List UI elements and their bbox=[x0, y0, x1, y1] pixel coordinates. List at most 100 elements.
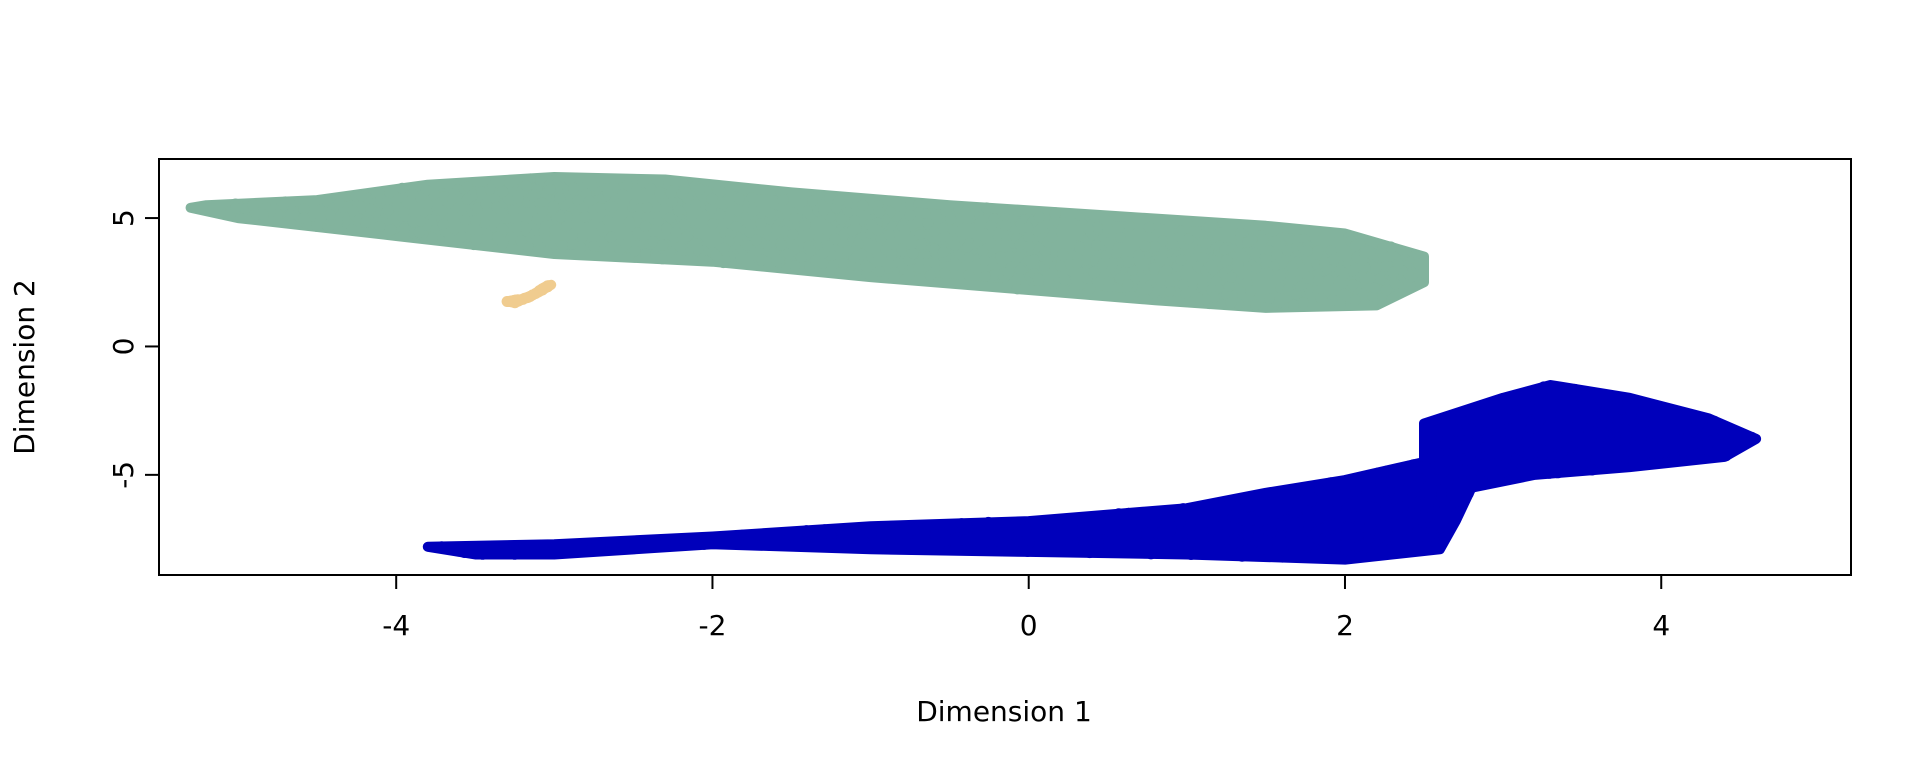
data-point bbox=[1071, 543, 1083, 555]
data-point bbox=[1586, 464, 1598, 476]
data-point bbox=[949, 535, 961, 547]
data-point bbox=[1052, 515, 1064, 527]
data-point bbox=[949, 544, 961, 556]
data-point bbox=[1469, 474, 1481, 486]
data-point bbox=[1277, 544, 1289, 556]
data-point bbox=[1528, 465, 1540, 476]
data-point bbox=[1011, 283, 1023, 295]
data-point bbox=[602, 187, 614, 199]
data-point bbox=[832, 538, 843, 550]
data-point bbox=[1122, 279, 1134, 290]
data-point bbox=[1166, 507, 1178, 519]
data-point bbox=[420, 184, 432, 196]
data-point bbox=[1421, 533, 1433, 545]
data-point bbox=[1660, 433, 1672, 445]
data-point bbox=[1123, 220, 1135, 232]
data-point bbox=[1369, 282, 1381, 294]
data-point bbox=[1227, 535, 1239, 547]
data-point bbox=[856, 248, 868, 260]
data-point bbox=[1281, 245, 1293, 257]
data-point bbox=[1517, 464, 1529, 476]
data-point bbox=[492, 176, 504, 188]
data-point bbox=[1221, 254, 1233, 266]
data-point bbox=[298, 212, 310, 224]
data-point bbox=[482, 229, 494, 241]
data-point bbox=[493, 547, 505, 559]
data-point bbox=[1669, 452, 1681, 463]
data-point bbox=[1580, 390, 1592, 402]
data-point bbox=[765, 207, 777, 219]
data-point bbox=[1596, 418, 1608, 430]
data-point bbox=[862, 262, 874, 273]
data-point bbox=[415, 215, 427, 227]
data-point bbox=[1720, 450, 1732, 462]
data-point bbox=[1103, 536, 1115, 548]
data-point bbox=[632, 227, 644, 239]
data-point bbox=[1516, 396, 1528, 408]
data-point bbox=[1376, 482, 1388, 493]
data-point bbox=[1176, 543, 1188, 555]
data-point bbox=[527, 289, 539, 301]
data-point bbox=[1111, 247, 1122, 259]
data-point bbox=[1080, 254, 1091, 266]
data-point bbox=[849, 215, 861, 227]
data-point bbox=[512, 192, 524, 204]
data-point bbox=[1197, 252, 1209, 264]
data-point bbox=[1250, 299, 1261, 311]
data-point bbox=[384, 187, 396, 199]
data-point bbox=[1296, 550, 1308, 562]
data-point bbox=[1046, 231, 1058, 243]
data-point bbox=[470, 234, 482, 246]
data-point bbox=[476, 186, 487, 198]
data-point bbox=[912, 537, 924, 549]
data-point bbox=[1493, 450, 1505, 462]
data-point bbox=[1534, 414, 1545, 426]
data-point bbox=[1510, 454, 1522, 465]
data-point bbox=[937, 222, 949, 234]
data-point bbox=[697, 253, 709, 265]
data-point bbox=[1156, 547, 1168, 559]
data-point bbox=[459, 214, 471, 226]
data-point bbox=[1014, 264, 1026, 276]
data-point bbox=[1183, 233, 1194, 245]
data-point bbox=[1237, 250, 1249, 262]
data-point bbox=[1224, 496, 1236, 508]
data-point bbox=[1208, 512, 1220, 524]
data-point bbox=[1378, 523, 1390, 535]
data-point bbox=[1503, 445, 1515, 457]
data-point bbox=[1210, 275, 1222, 287]
data-point bbox=[557, 240, 569, 252]
data-point bbox=[1423, 495, 1435, 507]
data-point bbox=[1608, 423, 1620, 435]
data-point bbox=[1708, 418, 1720, 430]
data-point bbox=[549, 224, 561, 236]
data-point bbox=[1286, 543, 1298, 555]
data-point bbox=[1101, 222, 1113, 234]
data-point bbox=[913, 207, 925, 218]
data-point bbox=[1387, 266, 1399, 278]
data-point bbox=[746, 532, 758, 544]
data-point bbox=[623, 216, 635, 228]
data-point bbox=[1296, 496, 1308, 508]
data-point bbox=[929, 243, 940, 255]
data-point bbox=[501, 296, 513, 307]
data-point bbox=[1007, 543, 1019, 555]
data-point bbox=[560, 220, 572, 232]
data-point bbox=[532, 544, 544, 556]
data-point bbox=[1002, 267, 1014, 279]
data-point bbox=[1225, 297, 1237, 309]
data-point bbox=[1044, 541, 1056, 553]
data-point bbox=[385, 224, 397, 236]
x-tick-label: -2 bbox=[698, 609, 726, 642]
data-point bbox=[617, 189, 629, 201]
data-point bbox=[1508, 413, 1520, 425]
data-point bbox=[913, 262, 925, 274]
data-point bbox=[1396, 501, 1408, 513]
data-point bbox=[1554, 455, 1566, 467]
data-point bbox=[692, 537, 704, 549]
data-point bbox=[987, 544, 999, 556]
data-point bbox=[437, 218, 449, 230]
data-point bbox=[1195, 543, 1207, 555]
data-point bbox=[572, 541, 584, 553]
data-point bbox=[1642, 440, 1654, 452]
